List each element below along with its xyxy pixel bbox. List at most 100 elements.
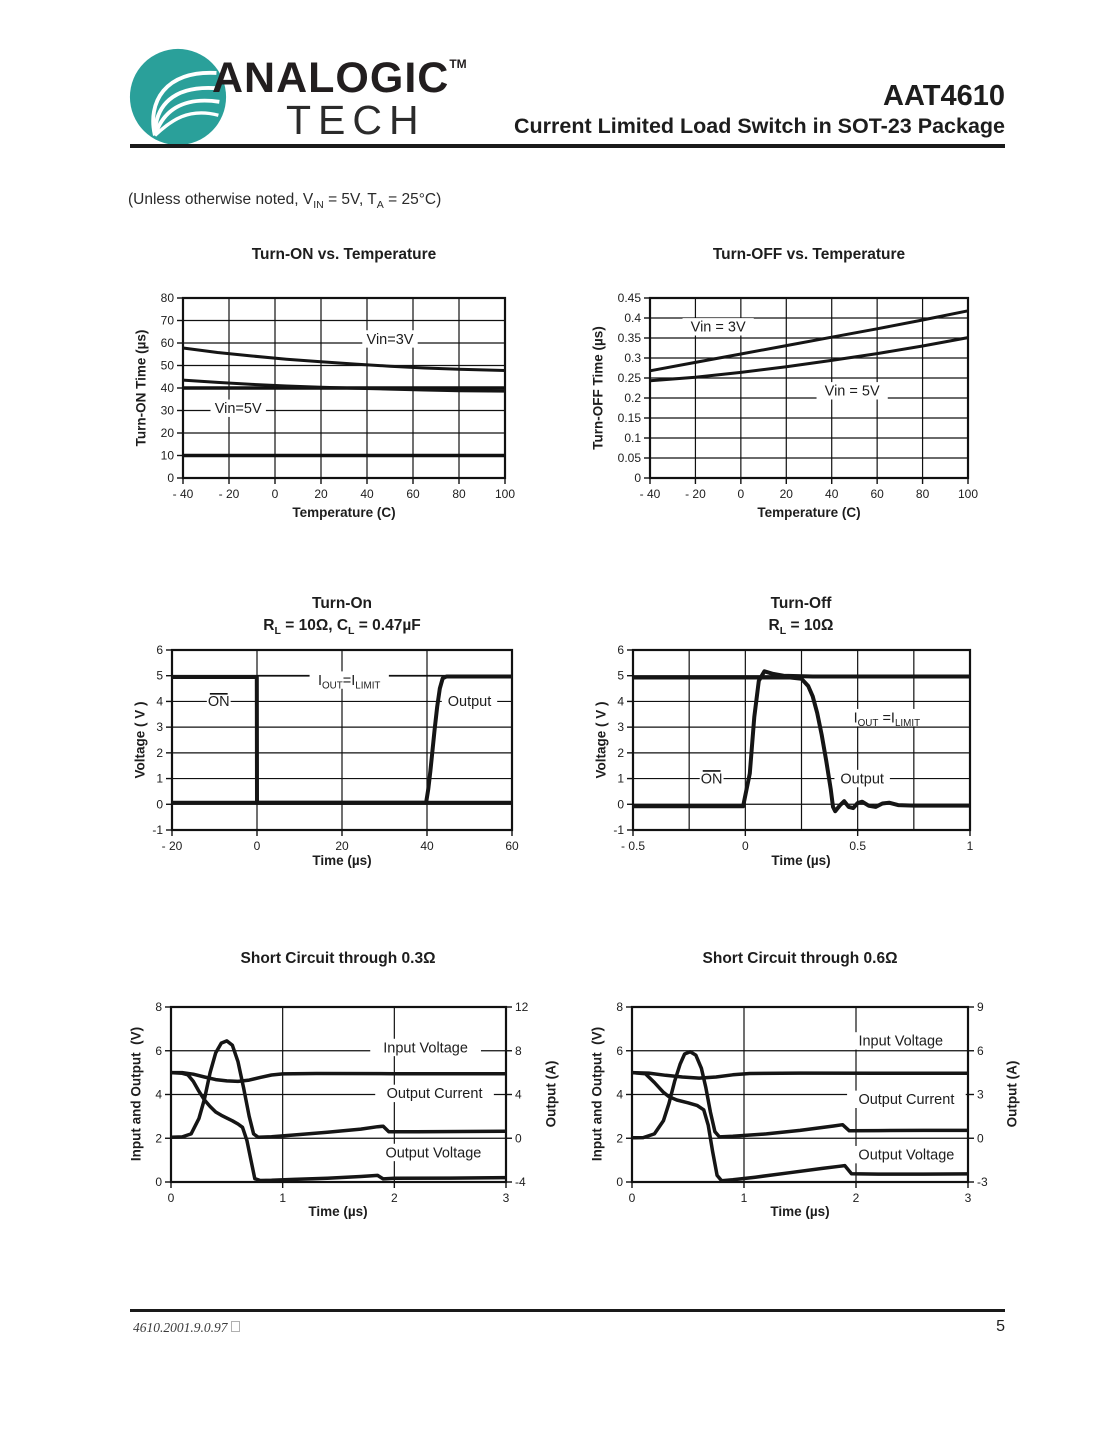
svg-text:IOUT =ILIMIT: IOUT =ILIMIT: [854, 710, 921, 729]
svg-text:IOUT=ILIMIT: IOUT=ILIMIT: [318, 673, 380, 692]
svg-text:0: 0: [156, 797, 163, 811]
svg-text:0: 0: [254, 839, 261, 853]
plot-border-turn-on-vs-temperature: [181, 296, 507, 480]
svg-text:0: 0: [742, 839, 749, 853]
svg-text:100: 100: [495, 487, 515, 501]
svg-text:2: 2: [155, 1131, 162, 1145]
svg-text:4: 4: [515, 1088, 522, 1102]
svg-text:ON: ON: [208, 694, 230, 710]
svg-text:6: 6: [616, 1044, 623, 1058]
annotation-output-voltage-short-circuit-0-3-ohm: Output Voltage: [374, 1143, 493, 1161]
svg-text:6: 6: [617, 643, 624, 657]
svg-text:3: 3: [965, 1191, 972, 1205]
chart-title-turn-off-scope-line2: RL = 10Ω: [768, 617, 834, 638]
svg-text:8: 8: [155, 1000, 162, 1014]
brand-analogic: ANALOGICTM: [212, 57, 467, 100]
annotation-iout-ilimit-turn-on-scope: IOUT=ILIMIT: [309, 671, 389, 692]
svg-text:100: 100: [958, 487, 978, 501]
svg-text:Input Voltage: Input Voltage: [858, 1034, 943, 1050]
svg-text:60: 60: [870, 487, 884, 501]
svg-text:40: 40: [825, 487, 839, 501]
yaxis-label-turn-off-scope: Voltage ( V ): [593, 701, 609, 779]
svg-text:3: 3: [156, 720, 163, 734]
svg-text:80: 80: [161, 291, 175, 305]
grid-turn-off-scope: [633, 650, 970, 830]
ticks-turn-off-vs-temperature: - 40 - 20 0 20 40 60 80 100 0 0.05 0.1 0.15 0.2 0.25 0…: [618, 291, 979, 501]
svg-text:Vin = 5V: Vin = 5V: [825, 384, 880, 400]
chart-title-turn-on-vs-temperature: Turn-ON vs. Temperature: [251, 246, 437, 263]
brand-tech: TECH: [286, 97, 426, 143]
svg-text:- 40: - 40: [173, 487, 194, 501]
condition-note: (Unless otherwise noted, VIN = 5V, TA = …: [128, 191, 442, 212]
svg-text:0.3: 0.3: [624, 351, 641, 365]
svg-text:- 40: - 40: [640, 487, 661, 501]
series-vin-5v-turn-on-vs-temperature: [182, 378, 506, 393]
yaxis-label-turn-on-scope: Voltage ( V ): [132, 701, 148, 779]
yaxis-label-short-circuit-0-6-ohm: Input and Output (V): [589, 1026, 605, 1162]
annotation-vin-3v-turn-on-vs-temperature: Vin=3V: [362, 330, 418, 348]
svg-text:60: 60: [406, 487, 420, 501]
chart-plot-turn-off-scope: - 0.5 0 0.5 1 -1 0 1 2 3 4 5 6 ON Output IOUT =ILIMIT: [613, 643, 973, 853]
chart-title-turn-on-scope: Turn-On: [312, 595, 372, 612]
svg-text:- 20: - 20: [219, 487, 240, 501]
chart-title-short-circuit-0-3-ohm: Short Circuit through 0.3Ω: [240, 950, 436, 967]
annotation-output-current-short-circuit-0-6-ohm: Output Current: [847, 1090, 966, 1108]
chart-plot-turn-on-scope: - 20 0 20 40 60 -1 0 1 2 3 4 5 6 ON IOUT=ILIMIT Output: [152, 643, 519, 853]
svg-text:3: 3: [617, 720, 624, 734]
part-number: AAT4610: [883, 80, 1005, 112]
svg-text:10: 10: [161, 449, 175, 463]
svg-text:1: 1: [279, 1191, 286, 1205]
annotation-input-voltage-short-circuit-0-3-ohm: Input Voltage: [370, 1038, 481, 1056]
series-input-voltage-short-circuit-0-6-ohm: [631, 1070, 968, 1080]
svg-text:0.45: 0.45: [618, 291, 642, 305]
svg-text:0: 0: [629, 1191, 636, 1205]
svg-text:Vin=3V: Vin=3V: [367, 332, 414, 348]
missing-glyph-box: [230, 1321, 240, 1332]
svg-text:0: 0: [617, 797, 624, 811]
svg-text:5: 5: [156, 669, 163, 683]
svg-text:0: 0: [977, 1131, 984, 1145]
ticks-turn-on-vs-temperature: - 40 - 20 0 20 40 60 80 100 0 10 20 30 40 50 60 70 80: [161, 291, 516, 501]
svg-text:20: 20: [161, 426, 175, 440]
yaxis-right-label-short-circuit-0-3-ohm: Output (A): [543, 1060, 559, 1128]
brand-analogic-text: ANALOGIC: [212, 54, 450, 102]
yaxis-label-short-circuit-0-3-ohm: Input and Output (V): [128, 1026, 144, 1162]
xaxis-label-turn-off-scope: Time (µs): [771, 853, 831, 868]
footer-rule: [130, 1309, 1005, 1312]
svg-text:0: 0: [168, 1191, 175, 1205]
svg-text:50: 50: [161, 359, 175, 373]
svg-text:2: 2: [617, 746, 624, 760]
analogictech-logo: [128, 47, 228, 147]
svg-text:0: 0: [515, 1131, 522, 1145]
svg-text:0.05: 0.05: [618, 451, 642, 465]
svg-text:60: 60: [161, 336, 175, 350]
plot-border-turn-off-vs-temperature: [648, 296, 970, 480]
svg-text:40: 40: [161, 381, 175, 395]
series-output-turn-on-scope: [172, 674, 512, 805]
chart-plot-turn-off-vs-temperature: - 40 - 20 0 20 40 60 80 100 0 0.05 0.1 0.15 0.2 0.25 0…: [618, 291, 979, 501]
svg-text:1: 1: [741, 1191, 748, 1205]
series-input-voltage-short-circuit-0-3-ohm: [171, 1070, 506, 1084]
svg-text:2: 2: [156, 746, 163, 760]
svg-text:9: 9: [977, 1000, 984, 1014]
svg-text:12: 12: [515, 1000, 529, 1014]
svg-text:Output Voltage: Output Voltage: [858, 1147, 954, 1163]
svg-text:-3: -3: [977, 1175, 988, 1189]
svg-text:60: 60: [505, 839, 519, 853]
chart-title-turn-off-vs-temperature: Turn-OFF vs. Temperature: [712, 246, 906, 263]
annotation-output-voltage-short-circuit-0-6-ohm: Output Voltage: [847, 1145, 966, 1163]
svg-text:Input Voltage: Input Voltage: [383, 1040, 468, 1056]
svg-text:0.1: 0.1: [624, 431, 641, 445]
xaxis-label-short-circuit-0-6-ohm: Time (µs): [770, 1204, 830, 1219]
svg-text:80: 80: [916, 487, 930, 501]
doc-title: Current Limited Load Switch in SOT-23 Pa…: [513, 114, 1005, 138]
ticks-turn-on-scope: - 20 0 20 40 60 -1 0 1 2 3 4 5 6: [152, 643, 519, 853]
annotation-output-current-short-circuit-0-3-ohm: Output Current: [375, 1084, 494, 1102]
svg-text:0: 0: [167, 471, 174, 485]
svg-text:4: 4: [156, 694, 163, 708]
svg-text:8: 8: [515, 1044, 522, 1058]
yaxis-label-turn-off-vs-temperature: Turn-OFF Time (µs): [590, 326, 606, 450]
svg-text:3: 3: [977, 1088, 984, 1102]
